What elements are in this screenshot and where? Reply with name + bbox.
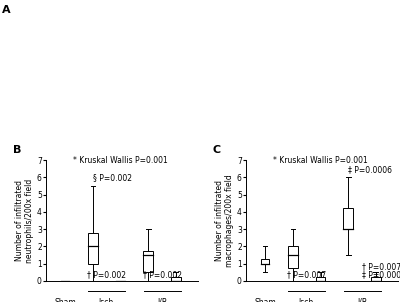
Y-axis label: Number of infiltrated
neutrophils/200x field: Number of infiltrated neutrophils/200x f…: [15, 178, 34, 262]
Text: ‡ P=0.0006: ‡ P=0.0006: [348, 165, 392, 174]
Text: * Kruskal Wallis P=0.001: * Kruskal Wallis P=0.001: [273, 156, 368, 165]
Bar: [88, 233, 98, 264]
Text: Isch.: Isch.: [298, 298, 316, 302]
Text: Sham: Sham: [54, 298, 76, 302]
Text: C: C: [212, 145, 221, 155]
Text: † P=0.002: † P=0.002: [87, 270, 126, 279]
Bar: [344, 207, 353, 229]
Text: † P=0.007: † P=0.007: [287, 270, 326, 279]
Bar: [171, 277, 181, 281]
Bar: [144, 251, 153, 272]
Text: * Kruskal Wallis P=0.001: * Kruskal Wallis P=0.001: [73, 156, 168, 165]
Text: † P=0.002: † P=0.002: [142, 270, 182, 279]
Y-axis label: Number of infiltrated
macrophages/200x field: Number of infiltrated macrophages/200x f…: [215, 174, 234, 267]
Bar: [288, 246, 298, 268]
Text: † P=0.007: † P=0.007: [362, 262, 400, 271]
Text: Sham: Sham: [254, 298, 276, 302]
Text: I/R: I/R: [357, 298, 367, 302]
Bar: [371, 277, 381, 281]
Bar: [316, 277, 326, 281]
Text: I/R: I/R: [157, 298, 167, 302]
Text: ‡ P=0.0006: ‡ P=0.0006: [362, 270, 400, 279]
Text: § P=0.002: § P=0.002: [93, 173, 132, 182]
Text: A: A: [2, 5, 11, 14]
Bar: [261, 259, 270, 264]
Text: Isch.: Isch.: [98, 298, 116, 302]
Text: B: B: [12, 145, 21, 155]
